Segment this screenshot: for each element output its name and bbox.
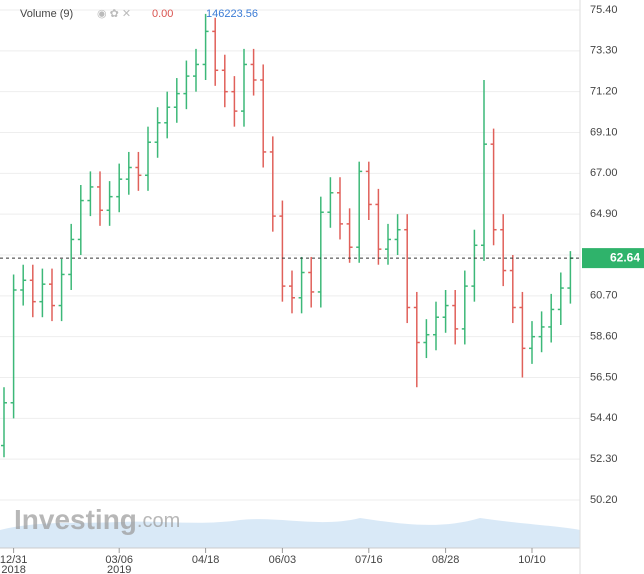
last-price-label: 62.64 xyxy=(610,250,640,264)
last-price-box xyxy=(582,248,644,269)
y-tick-label: 69.10 xyxy=(590,126,618,138)
x-tick-label: 06/03 xyxy=(269,554,297,566)
legend-icons: ◉ ✿ ✕ xyxy=(97,8,131,20)
y-tick-label: 73.30 xyxy=(590,45,618,57)
y-tick-label: 67.00 xyxy=(590,167,618,179)
y-tick-label: 71.20 xyxy=(590,86,618,98)
x-tick-label: 07/16 xyxy=(355,554,383,566)
y-tick-label: 60.70 xyxy=(590,290,618,302)
x-tick-label: 12/31 xyxy=(0,554,27,566)
y-tick-label: 64.90 xyxy=(590,208,618,220)
y-tick-label: 52.30 xyxy=(590,453,618,465)
volume-area xyxy=(0,518,580,548)
volume-change: 0.00 xyxy=(152,8,173,20)
x-tick-year: 2018 xyxy=(1,564,25,574)
y-tick-label: 58.60 xyxy=(590,331,618,343)
x-tick-label: 10/10 xyxy=(518,554,546,566)
legend-label: Volume (9) xyxy=(20,8,73,20)
x-tick-label: 04/18 xyxy=(192,554,220,566)
x-tick-label: 03/06 xyxy=(105,554,133,566)
y-tick-label: 56.50 xyxy=(590,371,618,383)
x-tick-label: 08/28 xyxy=(432,554,460,566)
watermark: Investing.com xyxy=(14,504,180,535)
y-tick-label: 54.40 xyxy=(590,412,618,424)
y-tick-label: 50.20 xyxy=(590,494,618,506)
x-tick-year: 2019 xyxy=(107,564,131,574)
y-tick-label: 75.40 xyxy=(590,4,618,16)
volume-value: 146223.56 xyxy=(206,8,258,20)
